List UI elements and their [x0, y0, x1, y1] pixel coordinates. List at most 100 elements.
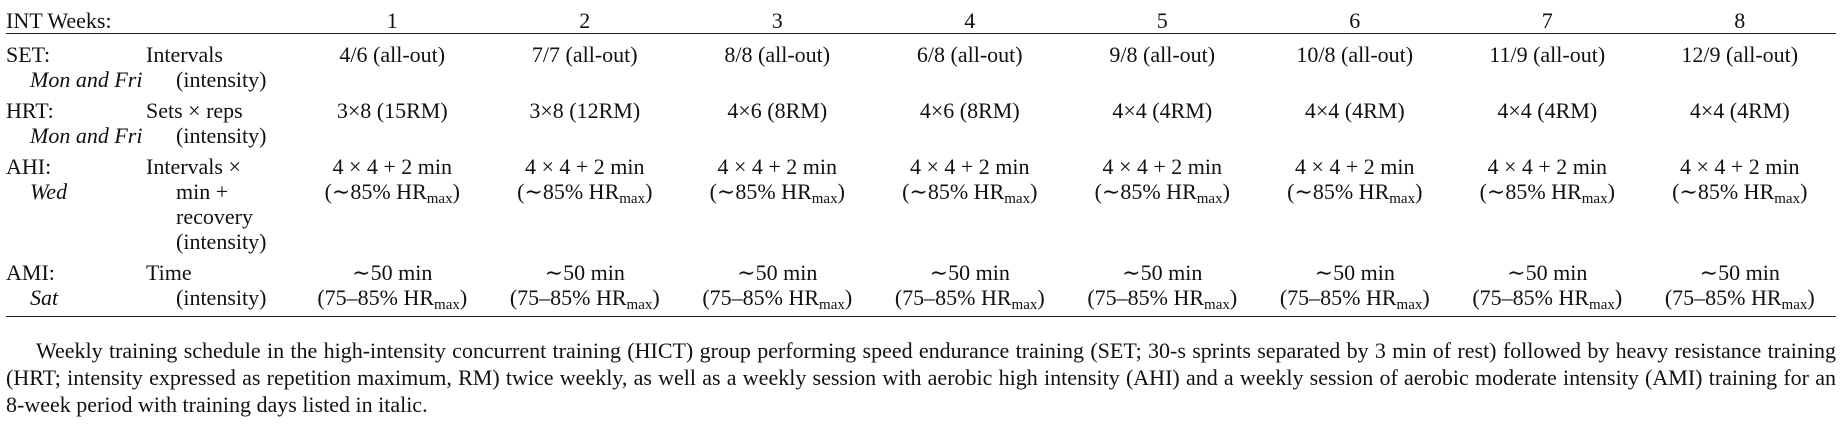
- week-5-cell: 4 × 4 + 2 min (∼85% HRmax): [1066, 154, 1259, 260]
- cell-value: ∼50 min: [544, 260, 625, 285]
- week-8-cell: 12/9 (all-out): [1644, 34, 1837, 99]
- intensity-suffix: ): [1422, 285, 1430, 310]
- cell-intensity: (∼85% HRmax): [296, 179, 489, 207]
- parameter-label-line: min +: [176, 179, 229, 204]
- cell-intensity: (75–85% HRmax): [681, 285, 874, 313]
- cell-value: ∼50 min: [1122, 260, 1203, 285]
- cell-intensity: (∼85% HRmax): [1066, 179, 1259, 207]
- activity-day: Mon and Fri: [30, 123, 143, 148]
- week-7-cell: ∼50 min (75–85% HRmax): [1451, 260, 1644, 317]
- intensity-subscript: max: [1774, 191, 1801, 207]
- intensity-prefix: (∼85% HR: [902, 179, 1005, 204]
- week-header-6: 6: [1349, 8, 1361, 33]
- intensity-subscript: max: [811, 191, 838, 207]
- intensity-prefix: (75–85% HR: [1087, 285, 1205, 310]
- week-header-5: 5: [1156, 8, 1168, 33]
- cell-intensity: (75–85% HRmax): [296, 285, 489, 313]
- parameter-label-line: (intensity): [176, 229, 267, 254]
- cell-value: 4 × 4 + 2 min: [909, 154, 1030, 179]
- intensity-suffix: ): [1807, 285, 1815, 310]
- week-6-cell: ∼50 min (75–85% HRmax): [1259, 260, 1452, 317]
- intensity-subscript: max: [1781, 297, 1808, 313]
- intensity-subscript: max: [426, 191, 453, 207]
- parameter-label-line: Intervals ×: [146, 154, 241, 179]
- intensity-suffix: ): [645, 179, 653, 204]
- parameter-label-line: (intensity): [176, 285, 267, 310]
- intensity-suffix: ): [452, 179, 460, 204]
- cell-intensity: (75–85% HRmax): [1644, 285, 1837, 313]
- intensity-suffix: ): [1614, 285, 1623, 310]
- cell-value: 11/9 (all-out): [1489, 42, 1606, 67]
- caption-text: Weekly training schedule in the high-int…: [6, 338, 1836, 417]
- cell-value: 4×6 (8RM): [727, 98, 828, 123]
- week-header-8: 8: [1734, 8, 1746, 33]
- table-body: SET: Mon and Fri Intervals (intensity) 4/6 (…: [6, 34, 1836, 317]
- week-header-7: 7: [1541, 8, 1553, 33]
- intensity-subscript: max: [1389, 191, 1416, 207]
- cell-value: 8/8 (all-out): [724, 42, 831, 67]
- intensity-subscript: max: [619, 191, 646, 207]
- cell-intensity: (75–85% HRmax): [1259, 285, 1452, 313]
- intensity-prefix: (75–85% HR: [317, 285, 435, 310]
- cell-value: 4×4 (4RM): [1689, 98, 1790, 123]
- cell-intensity: (75–85% HRmax): [489, 285, 682, 313]
- week-1-cell: 3×8 (15RM): [296, 98, 489, 154]
- intensity-prefix: (∼85% HR: [1287, 179, 1390, 204]
- intensity-prefix: (75–85% HR: [509, 285, 627, 310]
- week-2-cell: 7/7 (all-out): [489, 34, 682, 99]
- intensity-suffix: ): [1607, 179, 1615, 204]
- cell-intensity: (∼85% HRmax): [681, 179, 874, 207]
- intensity-suffix: ): [1229, 285, 1238, 310]
- intensity-suffix: ): [1800, 179, 1808, 204]
- intensity-suffix: ): [1037, 285, 1045, 310]
- week-8-cell: 4×4 (4RM): [1644, 98, 1837, 154]
- week-4-cell: 4 × 4 + 2 min (∼85% HRmax): [874, 154, 1067, 260]
- intensity-prefix: (75–85% HR: [1279, 285, 1397, 310]
- week-2-cell: ∼50 min (75–85% HRmax): [489, 260, 682, 317]
- week-8-cell: 4 × 4 + 2 min (∼85% HRmax): [1644, 154, 1837, 260]
- parameter-label-line: Time: [146, 260, 192, 285]
- intensity-suffix: ): [1030, 179, 1038, 204]
- week-6-cell: 4×4 (4RM): [1259, 98, 1452, 154]
- week-6-cell: 10/8 (all-out): [1259, 34, 1452, 99]
- cell-value: 4 × 4 + 2 min: [1679, 154, 1800, 179]
- cell-value: 4×4 (4RM): [1304, 98, 1405, 123]
- activity-name: AHI:: [6, 154, 52, 179]
- intensity-subscript: max: [1204, 297, 1230, 313]
- intensity-subscript: max: [819, 297, 845, 313]
- week-1-cell: ∼50 min (75–85% HRmax): [296, 260, 489, 317]
- week-2-cell: 3×8 (12RM): [489, 98, 682, 154]
- cell-value: 6/8 (all-out): [916, 42, 1023, 67]
- training-schedule-table: INT Weeks: 1 2 3 4 5 6 7 8 SET: Mon and F…: [6, 8, 1836, 317]
- intensity-prefix: (75–85% HR: [894, 285, 1012, 310]
- intensity-suffix: ): [844, 285, 853, 310]
- week-3-cell: 4×6 (8RM): [681, 98, 874, 154]
- cell-intensity: (∼85% HRmax): [1259, 179, 1452, 207]
- week-4-cell: 4×6 (8RM): [874, 98, 1067, 154]
- intensity-prefix: (∼85% HR: [1672, 179, 1775, 204]
- cell-intensity: (∼85% HRmax): [1644, 179, 1837, 207]
- cell-value: ∼50 min: [737, 260, 818, 285]
- activity-cell: HRT: Mon and Fri: [6, 98, 146, 154]
- cell-value: 4×4 (4RM): [1112, 98, 1213, 123]
- week-1-cell: 4/6 (all-out): [296, 34, 489, 99]
- week-5-cell: 9/8 (all-out): [1066, 34, 1259, 99]
- cell-intensity: (75–85% HRmax): [1066, 285, 1259, 313]
- intensity-subscript: max: [1004, 191, 1031, 207]
- intensity-prefix: (75–85% HR: [702, 285, 820, 310]
- parameter-label-line: Intervals: [146, 42, 223, 67]
- cell-value: 12/9 (all-out): [1681, 42, 1799, 67]
- week-7-cell: 4×4 (4RM): [1451, 98, 1644, 154]
- intensity-subscript: max: [1011, 297, 1038, 313]
- cell-intensity: (75–85% HRmax): [1451, 285, 1644, 313]
- table-caption: Weekly training schedule in the high-int…: [6, 337, 1836, 418]
- cell-value: 9/8 (all-out): [1109, 42, 1216, 67]
- cell-value: 4×6 (8RM): [919, 98, 1020, 123]
- parameter-label-line: Sets × reps: [146, 98, 243, 123]
- intensity-subscript: max: [1396, 297, 1423, 313]
- parameter-label-cell: Intervals × min + recovery (intensity): [146, 154, 296, 260]
- week-header-1: 1: [386, 8, 398, 33]
- activity-name: SET:: [6, 42, 51, 67]
- cell-value: 4 × 4 + 2 min: [1294, 154, 1415, 179]
- cell-value: 10/8 (all-out): [1296, 42, 1414, 67]
